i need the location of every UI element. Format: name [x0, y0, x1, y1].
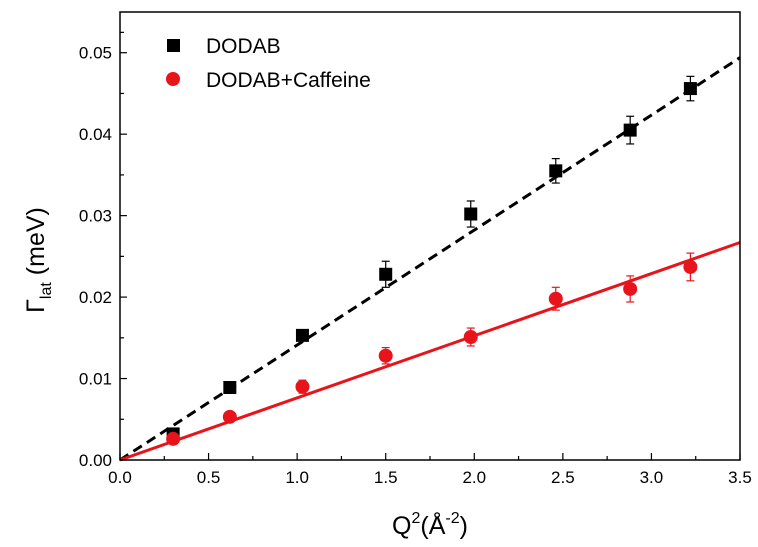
data-point-series-0 [464, 207, 478, 221]
legend: DODAB DODAB+Caffeine [166, 35, 371, 92]
data-point-series-0 [295, 328, 309, 342]
legend-marker-dodab-caffeine [166, 72, 180, 86]
x-tick-label: 0.0 [108, 468, 132, 487]
y-tick-label: 0.04 [79, 125, 112, 144]
y-tick-label: 0.00 [79, 451, 112, 470]
data-point-series-0 [223, 381, 237, 395]
x-tick-label: 2.0 [462, 468, 486, 487]
legend-label-dodab-caffeine: DODAB+Caffeine [206, 69, 371, 92]
data-point-series-0 [623, 123, 637, 137]
data-point-series-1 [295, 379, 310, 394]
data-point-series-0 [379, 267, 393, 281]
legend-label-dodab: DODAB [206, 35, 281, 58]
y-tick-label: 0.03 [79, 207, 112, 226]
x-axis-unit-superscript: -2 [445, 510, 459, 527]
legend-marker-dodab [167, 39, 180, 52]
plot-area [119, 56, 741, 462]
y-tick-label: 0.02 [79, 288, 112, 307]
axes: 0.0 0.5 1.0 1.5 2.0 2.5 3.0 3.5 0.00 0.01 0.02 0.03… [79, 11, 752, 487]
data-point-series-1 [548, 291, 563, 306]
data-point-series-1 [378, 348, 393, 363]
x-axis-unit-open: (Å [420, 510, 445, 540]
data-point-series-0 [549, 164, 563, 178]
fit-line-series-0 [119, 56, 741, 462]
x-axis-superscript: 2 [411, 510, 420, 527]
data-point-series-1 [166, 431, 181, 446]
x-axis-unit-close: ) [460, 512, 468, 540]
y-axis-title: Γlat (meV) [22, 207, 55, 313]
x-axis-title: Q2(Å-2) [392, 510, 468, 540]
x-tick-label: 1.5 [374, 468, 398, 487]
y-axis-symbol: Γ [22, 299, 50, 313]
x-tick-label: 3.5 [728, 468, 752, 487]
data-point-series-1 [463, 330, 478, 345]
y-tick-label: 0.05 [79, 44, 112, 63]
y-tick-label: 0.01 [79, 370, 112, 389]
fit-line-series-1 [119, 241, 741, 462]
data-point-series-1 [623, 281, 638, 296]
x-tick-label: 0.5 [197, 468, 221, 487]
data-point-series-1 [222, 409, 237, 424]
y-axis-subscript: lat [38, 282, 55, 299]
y-axis-unit: (meV) [22, 207, 50, 282]
x-tick-label: 3.0 [640, 468, 664, 487]
x-axis-base: Q [392, 512, 411, 540]
data-point-series-0 [683, 82, 697, 96]
x-tick-label: 2.5 [551, 468, 575, 487]
data-point-series-1 [683, 259, 698, 274]
x-tick-label: 1.0 [285, 468, 309, 487]
